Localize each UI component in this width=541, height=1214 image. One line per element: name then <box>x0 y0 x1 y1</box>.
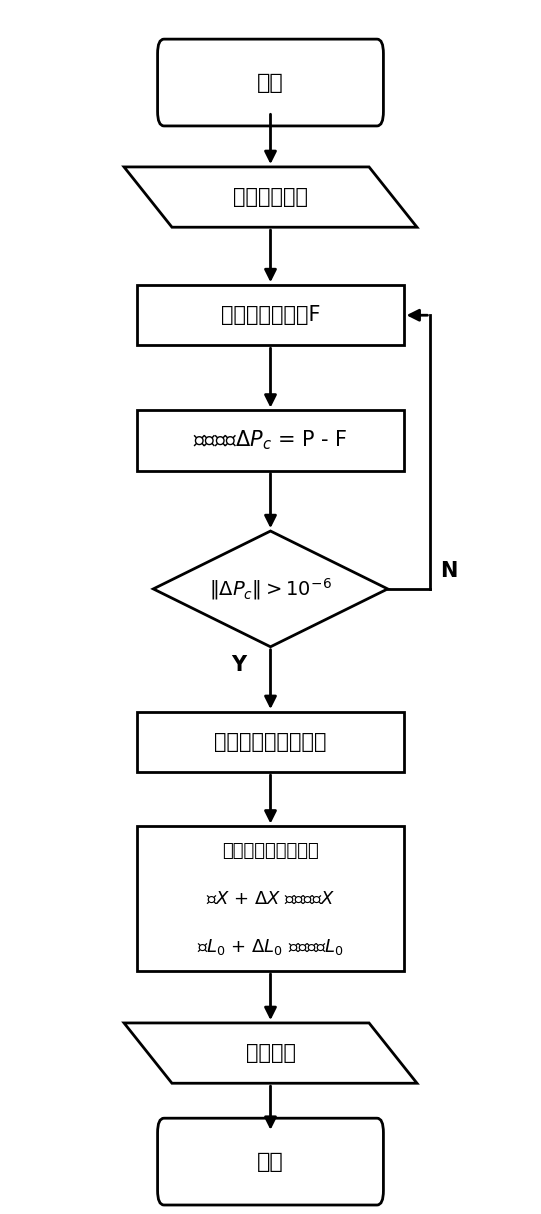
Text: 计算等效节点力F: 计算等效节点力F <box>221 305 320 325</box>
Text: N: N <box>440 561 458 580</box>
Text: 不平衡力$\Delta P_c$ = P - F: 不平衡力$\Delta P_c$ = P - F <box>193 429 348 453</box>
FancyBboxPatch shape <box>157 1118 384 1206</box>
Text: Y: Y <box>231 654 246 675</box>
Text: 结束: 结束 <box>257 1152 284 1172</box>
Bar <box>137 410 404 471</box>
Text: 更新坐标与单元数据: 更新坐标与单元数据 <box>222 841 319 860</box>
Text: 输入已知信息: 输入已知信息 <box>233 187 308 208</box>
Polygon shape <box>124 168 417 227</box>
FancyBboxPatch shape <box>157 39 384 126</box>
Bar <box>137 827 404 971</box>
Text: $\|\Delta P_c\|>10^{-6}$: $\|\Delta P_c\|>10^{-6}$ <box>209 575 332 602</box>
Bar <box>137 711 404 772</box>
Polygon shape <box>153 531 388 647</box>
Text: 建立并求解平衡方程: 建立并求解平衡方程 <box>214 732 327 751</box>
Polygon shape <box>124 1023 417 1083</box>
Bar <box>137 285 404 345</box>
Text: 开始: 开始 <box>257 73 284 92</box>
Text: 将$X$ + $\Delta X$ 的值赋予$X$: 将$X$ + $\Delta X$ 的值赋予$X$ <box>206 890 335 908</box>
Text: 将$L_0$ + $\Delta L_0$ 的值赋予$L_0$: 将$L_0$ + $\Delta L_0$ 的值赋予$L_0$ <box>197 937 344 957</box>
Text: 输出结果: 输出结果 <box>246 1043 295 1063</box>
